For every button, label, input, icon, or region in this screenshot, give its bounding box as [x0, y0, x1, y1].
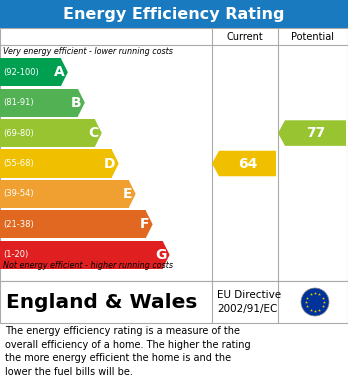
Bar — [0, 281, 348, 323]
Polygon shape — [61, 58, 68, 86]
Polygon shape — [212, 151, 276, 176]
Text: Current: Current — [227, 32, 263, 41]
Bar — [0, 89, 78, 117]
Bar — [0, 28, 348, 281]
Text: G: G — [155, 248, 167, 262]
Polygon shape — [78, 89, 85, 117]
Text: (1-20): (1-20) — [3, 250, 28, 259]
Polygon shape — [95, 119, 102, 147]
Text: (39-54): (39-54) — [3, 189, 34, 198]
Text: England & Wales: England & Wales — [6, 292, 197, 312]
Text: (92-100): (92-100) — [3, 68, 39, 77]
Text: The energy efficiency rating is a measure of the
overall efficiency of a home. T: The energy efficiency rating is a measur… — [5, 326, 251, 377]
Bar — [0, 210, 146, 239]
Circle shape — [301, 288, 329, 316]
Text: EU Directive
2002/91/EC: EU Directive 2002/91/EC — [217, 291, 281, 314]
Text: D: D — [104, 156, 116, 170]
Text: (55-68): (55-68) — [3, 159, 34, 168]
Text: C: C — [88, 126, 99, 140]
Text: B: B — [71, 96, 82, 109]
Text: (21-38): (21-38) — [3, 220, 34, 229]
Text: F: F — [140, 217, 150, 231]
Text: (81-91): (81-91) — [3, 98, 34, 107]
Polygon shape — [112, 149, 119, 178]
Text: Energy Efficiency Rating: Energy Efficiency Rating — [63, 7, 285, 22]
Polygon shape — [278, 120, 346, 146]
Bar — [0, 149, 112, 178]
Polygon shape — [129, 180, 136, 208]
Text: 77: 77 — [306, 126, 325, 140]
Polygon shape — [146, 210, 153, 239]
Text: Not energy efficient - higher running costs: Not energy efficient - higher running co… — [3, 261, 173, 270]
Text: Very energy efficient - lower running costs: Very energy efficient - lower running co… — [3, 47, 173, 56]
Bar — [0, 119, 95, 147]
Text: 64: 64 — [238, 156, 257, 170]
Bar — [0, 180, 129, 208]
Text: Potential: Potential — [292, 32, 334, 41]
Text: A: A — [54, 65, 65, 79]
Text: E: E — [123, 187, 133, 201]
Polygon shape — [163, 241, 169, 269]
Bar — [0, 58, 61, 86]
Bar — [0, 241, 163, 269]
Text: (69-80): (69-80) — [3, 129, 34, 138]
Bar — [0, 0, 348, 28]
